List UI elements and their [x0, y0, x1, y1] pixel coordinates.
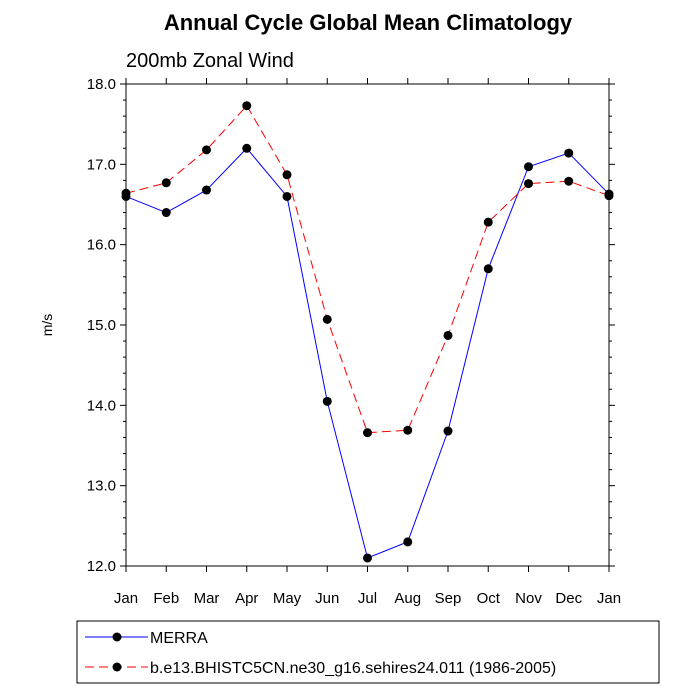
- series-2-point: [161, 178, 171, 188]
- y-tick-label: 17.0: [87, 156, 116, 173]
- x-tick-label: Dec: [555, 590, 582, 607]
- series-1-point: [564, 148, 574, 158]
- x-tick-label: Feb: [153, 590, 179, 607]
- y-tick-label: 16.0: [87, 237, 116, 254]
- x-tick-label: Oct: [477, 590, 501, 607]
- series-2-point: [604, 191, 614, 201]
- y-tick-label: 18.0: [87, 76, 116, 93]
- y-tick-label: 13.0: [87, 478, 116, 495]
- legend-label-1: MERRA: [150, 630, 208, 647]
- series-2-point: [564, 176, 574, 186]
- plot-frame: [125, 83, 610, 567]
- legend-box: [76, 620, 660, 684]
- legend-label-2: b.e13.BHISTC5CN.ne30_g16.sehires24.011 (…: [150, 660, 556, 677]
- series-1-point: [483, 264, 493, 274]
- x-tick-label: May: [273, 590, 302, 607]
- x-tick-label: Aug: [394, 590, 421, 607]
- series-1-point: [524, 162, 533, 172]
- x-axis: Jan Feb Mar Apr May Jun Jul Aug Sep Oct Nov Dec Jan: [114, 78, 621, 607]
- series-2-point: [483, 217, 493, 227]
- series-2-point: [363, 428, 372, 438]
- series-1-point: [161, 208, 171, 218]
- series-2-point: [524, 179, 533, 189]
- series-1-point: [202, 185, 211, 195]
- y-axis: 12.0 13.0 14.0 15.0 16.0 17.0 18.0: [87, 76, 615, 575]
- series-line-2: [125, 104, 610, 434]
- series-2-point: [282, 170, 292, 180]
- series-2-point: [242, 101, 252, 111]
- series-2-point: [403, 425, 413, 435]
- chart-title: Annual Cycle Global Mean Climatology: [164, 10, 573, 35]
- legend-marker-2: [112, 662, 122, 672]
- y-tick-label: 15.0: [87, 317, 116, 334]
- x-tick-label: Mar: [194, 590, 220, 607]
- series-1-point: [443, 426, 453, 436]
- series-1-point: [363, 553, 372, 563]
- series-1-point: [242, 143, 252, 153]
- y-axis-label: m/s: [39, 314, 55, 337]
- series-layer: [121, 101, 614, 563]
- legend: MERRA b.e13.BHISTC5CN.ne30_g16.sehires24.…: [85, 630, 556, 677]
- y-tick-label: 12.0: [87, 558, 116, 575]
- x-tick-label: Jun: [315, 590, 339, 607]
- series-1-point: [322, 396, 332, 406]
- x-tick-label: Sep: [435, 590, 462, 607]
- x-tick-label: Jan: [114, 590, 138, 607]
- series-2-point: [121, 188, 131, 198]
- series-2-point: [443, 330, 453, 340]
- series-line-1: [125, 147, 610, 559]
- x-tick-label: Nov: [515, 590, 542, 607]
- y-tick-label: 14.0: [87, 397, 116, 414]
- series-2-point: [322, 314, 332, 324]
- series-1-point: [403, 537, 413, 547]
- chart-subtitle: 200mb Zonal Wind: [126, 50, 294, 72]
- series-1-point: [282, 191, 292, 201]
- legend-marker-1: [112, 632, 122, 642]
- x-tick-label: Jul: [358, 590, 377, 607]
- series-2-point: [202, 145, 211, 155]
- x-tick-label: Apr: [235, 590, 258, 607]
- x-tick-label: Jan: [597, 590, 621, 607]
